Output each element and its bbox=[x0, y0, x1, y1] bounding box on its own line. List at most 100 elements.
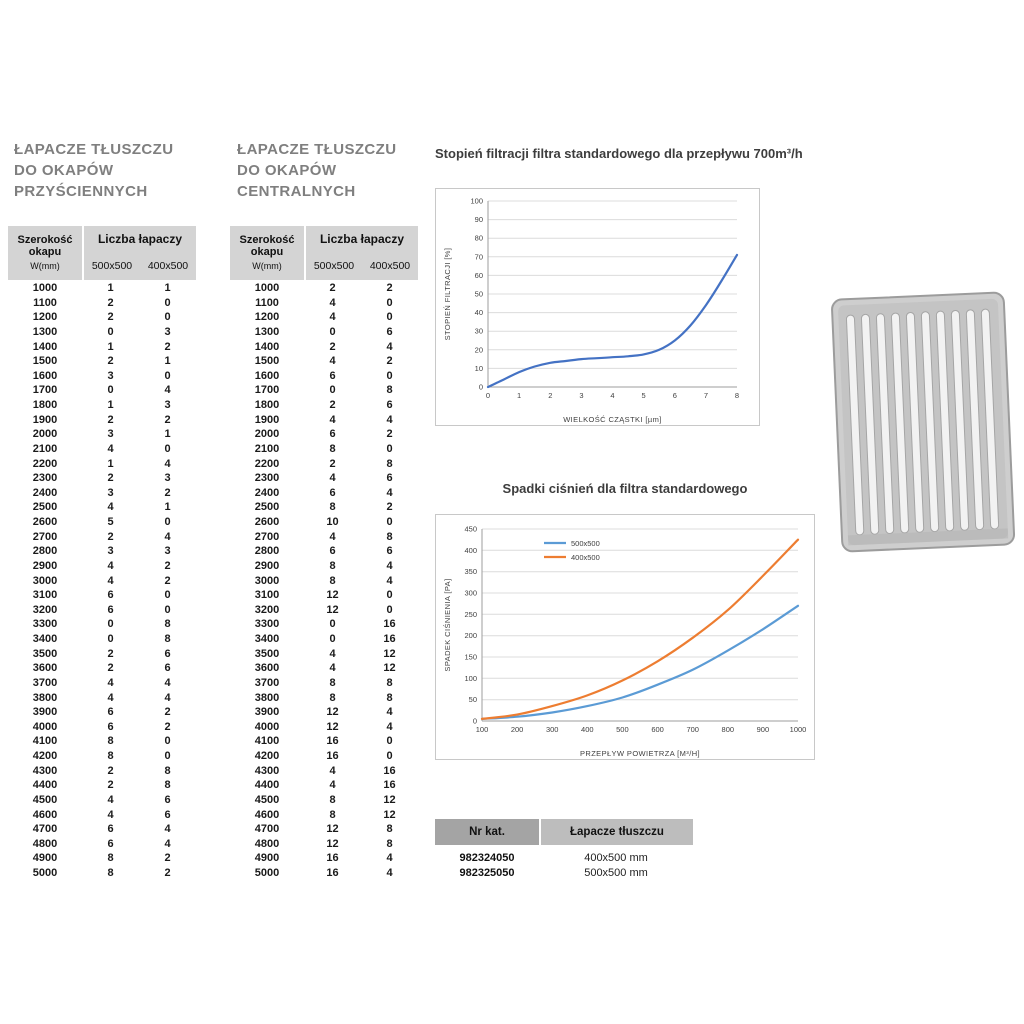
trap-count-value: 2 bbox=[107, 311, 114, 324]
catalog-product-header: Łapacze tłuszczu bbox=[541, 819, 693, 845]
table-row: 1200 4 0 bbox=[230, 310, 418, 325]
filtration-chart-title: Stopień filtracji filtra standardowego d… bbox=[435, 146, 803, 161]
trap-count-value: 4 bbox=[329, 472, 336, 485]
hood-width-value: 4600 bbox=[254, 808, 280, 821]
trap-count-value: 3 bbox=[107, 545, 114, 558]
table-row: 3200 12 0 bbox=[230, 603, 418, 618]
trap-count-value: 4 bbox=[329, 662, 336, 675]
svg-text:400x500: 400x500 bbox=[571, 553, 600, 562]
hood-width-value: 2200 bbox=[254, 457, 280, 470]
trap-count-value: 0 bbox=[386, 516, 393, 528]
table-row: 4000 12 4 bbox=[230, 720, 418, 735]
table-row: 2400 6 4 bbox=[230, 486, 418, 501]
svg-text:500x500: 500x500 bbox=[571, 539, 600, 548]
trap-count-value: 0 bbox=[107, 384, 114, 397]
trap-count-value: 0 bbox=[386, 311, 393, 324]
trap-count-value: 12 bbox=[326, 603, 339, 616]
trap-count-value: 0 bbox=[329, 618, 336, 631]
svg-text:3: 3 bbox=[579, 391, 583, 400]
table-row: 2900 4 2 bbox=[8, 559, 196, 574]
trap-count-value: 2 bbox=[329, 457, 336, 470]
trap-count-value: 2 bbox=[164, 486, 171, 499]
trap-count-value: 4 bbox=[329, 647, 336, 660]
svg-text:50: 50 bbox=[469, 695, 477, 704]
central-hoods-title: ŁAPACZE TŁUSZCZU DO OKAPÓW CENTRALNYCH bbox=[237, 139, 396, 202]
hood-width-value: 5000 bbox=[254, 867, 280, 879]
hood-width-value: 4200 bbox=[254, 750, 280, 762]
hood-width-value: 3700 bbox=[32, 676, 58, 689]
trap-count-value: 2 bbox=[164, 559, 171, 572]
hood-width-value: 4600 bbox=[32, 808, 58, 821]
svg-text:400: 400 bbox=[581, 725, 594, 734]
hood-width-value: 1600 bbox=[32, 369, 58, 382]
trap-count-value: 16 bbox=[326, 867, 339, 879]
hood-width-value: 4000 bbox=[254, 720, 280, 733]
table-row: 4900 16 4 bbox=[230, 851, 418, 866]
hood-width-value: 3300 bbox=[254, 618, 280, 631]
svg-text:7: 7 bbox=[704, 391, 708, 400]
trap-count-value: 0 bbox=[107, 633, 114, 645]
trap-count-value: 0 bbox=[386, 735, 393, 748]
hood-width-value: 1400 bbox=[32, 340, 58, 353]
table-row: 3400 0 16 bbox=[230, 632, 418, 647]
trap-count-value: 6 bbox=[329, 545, 336, 558]
trap-count-value: 4 bbox=[329, 311, 336, 324]
table-row: 1300 0 6 bbox=[230, 325, 418, 340]
svg-text:250: 250 bbox=[464, 610, 477, 619]
table-row: 1000 2 2 bbox=[230, 281, 418, 296]
table-row: 3000 8 4 bbox=[230, 574, 418, 589]
table-row: 1500 2 1 bbox=[8, 354, 196, 369]
svg-text:5: 5 bbox=[642, 391, 646, 400]
svg-text:100: 100 bbox=[464, 674, 477, 683]
table-row: 4100 8 0 bbox=[8, 734, 196, 749]
hood-width-value: 3600 bbox=[32, 662, 58, 675]
table-row: 3500 2 6 bbox=[8, 647, 196, 662]
trap-count-value: 8 bbox=[329, 442, 336, 455]
table-row: 4700 6 4 bbox=[8, 822, 196, 837]
trap-count-value: 3 bbox=[164, 399, 171, 411]
table-row: 1400 2 4 bbox=[230, 340, 418, 355]
trap-count-value: 4 bbox=[386, 867, 393, 879]
hood-width-value: 2100 bbox=[254, 442, 280, 455]
hood-width-value: 2400 bbox=[254, 486, 280, 499]
trap-count-value: 2 bbox=[329, 340, 336, 353]
table-row: 3900 6 2 bbox=[8, 705, 196, 720]
table-row: 4800 12 8 bbox=[230, 837, 418, 852]
trap-count-value: 2 bbox=[164, 852, 171, 865]
width-unit-label: W(mm) bbox=[30, 261, 60, 271]
table-row: 1700 0 4 bbox=[8, 383, 196, 398]
trap-count-value: 2 bbox=[107, 355, 114, 368]
catalog-header: Nr kat. Łapacze tłuszczu bbox=[435, 819, 693, 845]
trap-count-value: 0 bbox=[386, 603, 393, 616]
table-row: 5000 8 2 bbox=[8, 866, 196, 881]
size-column-label: 400x500 bbox=[369, 260, 411, 272]
hood-width-value: 2200 bbox=[32, 457, 58, 470]
trap-count-value: 10 bbox=[326, 516, 339, 528]
svg-text:6: 6 bbox=[673, 391, 677, 400]
table-row: 4700 12 8 bbox=[230, 822, 418, 837]
hood-width-value: 3100 bbox=[32, 589, 58, 602]
wall-hoods-title: ŁAPACZE TŁUSZCZU DO OKAPÓW PRZYŚCIENNYCH bbox=[14, 139, 173, 202]
trap-count-value: 12 bbox=[383, 662, 396, 675]
svg-text:60: 60 bbox=[475, 271, 483, 280]
hood-width-value: 4100 bbox=[32, 735, 58, 748]
trap-count-value: 5 bbox=[107, 516, 114, 528]
title-line: ŁAPACZE TŁUSZCZU bbox=[237, 141, 397, 158]
trap-count-value: 4 bbox=[107, 793, 114, 806]
trap-count-value: 8 bbox=[164, 633, 171, 645]
hood-width-value: 1900 bbox=[32, 413, 58, 426]
size-column-label: 500x500 bbox=[313, 260, 355, 272]
hood-width-value: 2400 bbox=[32, 486, 58, 499]
central-table-header: Szerokość okapu W(mm) Liczba łapaczy 500… bbox=[230, 226, 418, 280]
table-row: 3300 0 8 bbox=[8, 617, 196, 632]
trap-count-value: 4 bbox=[329, 764, 336, 777]
hood-width-value: 2000 bbox=[32, 428, 58, 441]
trap-count-value: 1 bbox=[164, 282, 171, 294]
trap-count-value: 12 bbox=[326, 706, 339, 719]
trap-count-value: 8 bbox=[329, 676, 336, 689]
hood-width-value: 4300 bbox=[32, 764, 58, 777]
table-row: 1400 1 2 bbox=[8, 340, 196, 355]
trap-count-value: 6 bbox=[107, 603, 114, 616]
trap-count-value: 2 bbox=[386, 501, 393, 514]
wall-hoods-table: Szerokość okapu W(mm) Liczba łapaczy 500… bbox=[8, 226, 196, 881]
